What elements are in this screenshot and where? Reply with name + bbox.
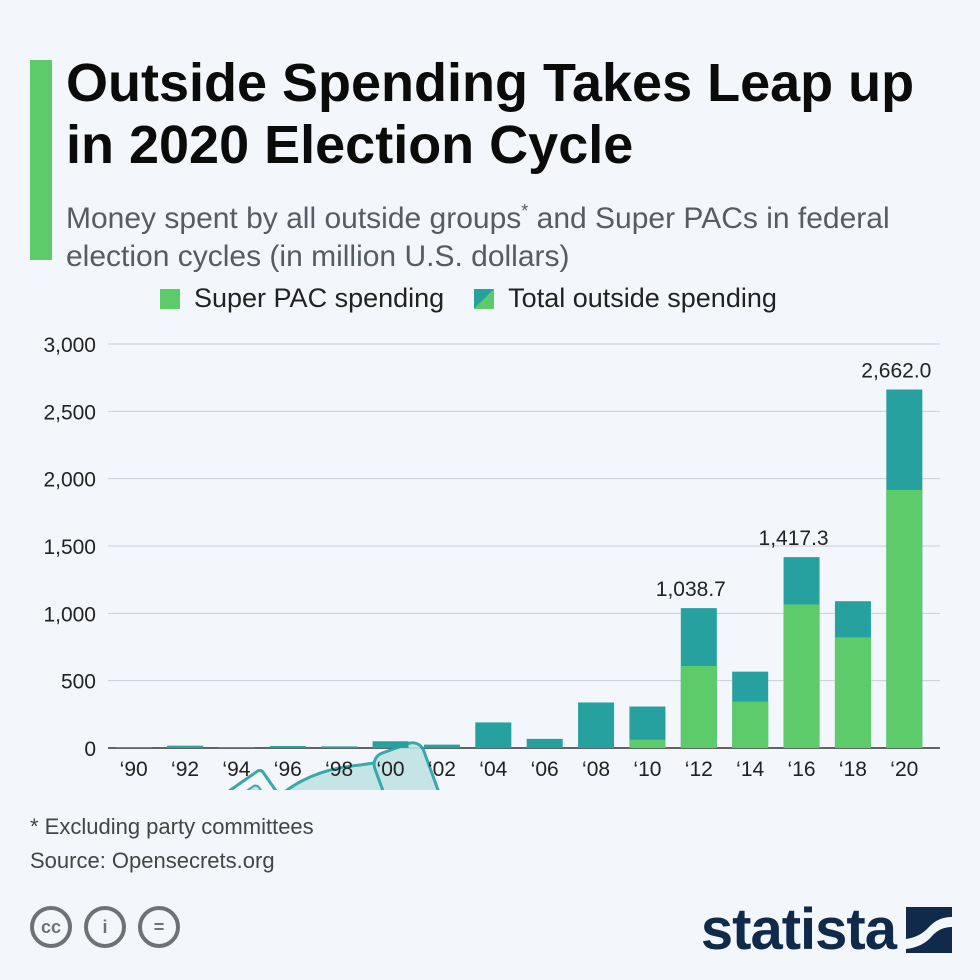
data-label: 1,038.7 <box>656 578 726 601</box>
x-tick-label: ‘98 <box>325 758 353 781</box>
bar-total[interactable] <box>423 744 460 748</box>
x-tick-label: ‘90 <box>120 758 148 781</box>
labels-layer: ‘90 ‘92 ‘94 ‘96 ‘98 ‘00 ‘02 ‘04 ‘06 ‘08 ‘10 ‘12 1,03… <box>120 360 932 781</box>
x-tick-label: ‘12 <box>685 758 713 781</box>
bar-total[interactable] <box>115 747 152 748</box>
page-title: Outside Spending Takes Leap up in 2020 E… <box>66 53 915 175</box>
bar-total[interactable] <box>218 747 255 748</box>
data-label: 2,662.0 <box>861 360 931 383</box>
no-derivatives-icon[interactable]: = <box>138 906 180 948</box>
x-tick-label: ‘94 <box>222 758 250 781</box>
legend-label-total: Total outside spending <box>508 283 777 313</box>
attribution-icon[interactable]: i <box>84 906 126 948</box>
bar-super-pac[interactable] <box>680 665 717 748</box>
subtitle-part1: Money spent by all outside groups <box>66 202 522 235</box>
x-tick-label: ‘00 <box>377 758 405 781</box>
bar-super-pac[interactable] <box>886 489 923 748</box>
brand-name: statista <box>700 897 897 962</box>
page-subtitle: Money spent by all outside groups* and S… <box>66 192 926 276</box>
source-text: Source: Opensecrets.org <box>30 848 275 873</box>
y-tick-label: 1,000 <box>43 603 96 626</box>
legend-label-super-pac: Super PAC spending <box>194 283 445 313</box>
legend-item-total: Total outside spending <box>474 283 777 314</box>
chart-legend: Super PAC spending Total outside spendin… <box>160 283 777 314</box>
x-tick-label: ‘20 <box>890 758 918 781</box>
statista-mark-icon <box>906 906 952 953</box>
bar-super-pac[interactable] <box>834 637 871 748</box>
bar-total[interactable] <box>526 738 563 748</box>
y-tick-label: 0 <box>84 738 96 761</box>
statista-logo[interactable]: statista <box>701 896 952 963</box>
x-tick-label: ‘18 <box>839 758 867 781</box>
y-tick-label: 3,000 <box>43 334 96 357</box>
bar-total[interactable] <box>321 746 358 748</box>
x-tick-label: ‘06 <box>531 758 559 781</box>
bar-super-pac[interactable] <box>629 739 666 748</box>
legend-swatch-super-pac <box>160 288 180 309</box>
x-tick-label: ‘02 <box>428 758 456 781</box>
footnote-block: * Excluding party committees Source: Ope… <box>30 810 314 878</box>
license-icons: cc i = <box>30 906 180 948</box>
x-tick-label: ‘92 <box>171 758 199 781</box>
y-tick-label: 2,000 <box>43 469 96 492</box>
bar-total[interactable] <box>269 745 306 748</box>
data-label: 1,417.3 <box>759 527 829 550</box>
x-tick-label: ‘14 <box>736 758 764 781</box>
bars-layer <box>115 389 923 748</box>
y-tick-label: 2,500 <box>43 401 96 424</box>
bar-super-pac[interactable] <box>783 604 820 748</box>
subtitle-footnote-mark: * <box>521 201 529 221</box>
subtitle-part2: and Super PACs in federal election cycle… <box>66 202 890 273</box>
x-tick-label: ‘96 <box>274 758 302 781</box>
footnote-text: * Excluding party committees <box>30 814 314 839</box>
x-tick-label: ‘08 <box>582 758 610 781</box>
x-tick-label: ‘10 <box>633 758 661 781</box>
x-tick-label: ‘16 <box>788 758 816 781</box>
legend-item-super-pac: Super PAC spending <box>160 283 444 314</box>
bar-super-pac[interactable] <box>732 701 769 748</box>
creative-commons-icon[interactable]: cc <box>30 906 72 948</box>
legend-swatch-total <box>474 288 495 309</box>
bar-total[interactable] <box>372 741 409 748</box>
bar-total[interactable] <box>475 722 512 748</box>
bar-total[interactable] <box>167 745 204 748</box>
x-tick-label: ‘04 <box>479 758 507 781</box>
y-tick-label: 1,500 <box>43 536 96 559</box>
y-tick-label: 500 <box>61 671 96 694</box>
handshake-money-icon: $ <box>146 741 456 790</box>
accent-bar <box>30 60 52 260</box>
bar-total[interactable] <box>578 702 615 748</box>
